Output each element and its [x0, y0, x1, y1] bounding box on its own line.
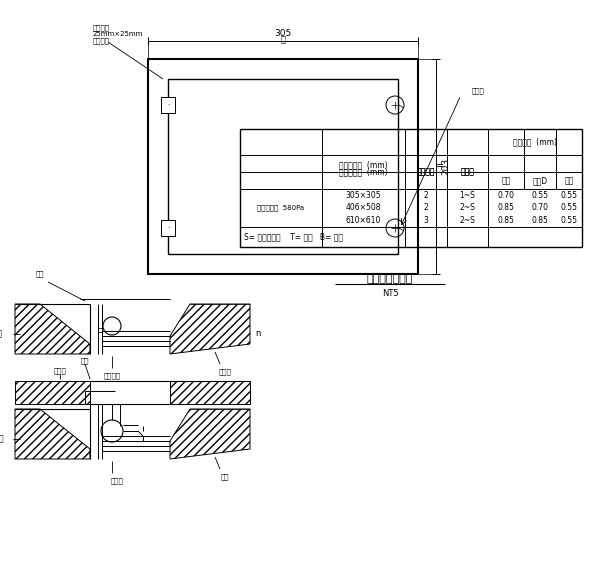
Text: 406×508: 406×508 [346, 203, 381, 213]
Text: 刚性软管: 刚性软管 [104, 373, 121, 379]
Text: 铆钉数量: 铆钉数量 [416, 168, 436, 176]
Text: 0.55: 0.55 [560, 191, 578, 200]
Text: ·: · [167, 102, 169, 108]
Text: 门: 门 [280, 36, 286, 44]
Text: NT5: NT5 [381, 288, 398, 297]
Text: 305: 305 [274, 29, 292, 37]
Text: 断热层: 断热层 [54, 368, 67, 374]
Text: 成茅软管: 成茅软管 [93, 38, 110, 44]
Bar [240, 129, 582, 247]
Text: 锁钩量: 锁钩量 [461, 168, 474, 176]
Text: 紧固件: 紧固件 [111, 478, 123, 484]
Text: 风管: 风管 [221, 474, 229, 480]
Text: 0.55: 0.55 [560, 216, 578, 225]
Text: 锁钩量: 锁钩量 [461, 168, 474, 176]
Text: 检修口尺寸  (mm): 检修口尺寸 (mm) [339, 168, 388, 176]
Text: 垫层: 垫层 [36, 271, 44, 277]
Text: 风管: 风管 [0, 329, 3, 339]
Bar [161, 97, 175, 113]
Text: 断热层: 断热层 [218, 369, 231, 376]
Text: ·: · [167, 225, 169, 231]
Text: 2~S: 2~S [459, 203, 475, 213]
Text: S= 螺钉及锁链    T= 上锁   B= 下锁: S= 螺钉及锁链 T= 上锁 B= 下锁 [244, 232, 343, 242]
Text: 0.70: 0.70 [497, 191, 515, 200]
Text: 垫层: 垫层 [81, 357, 89, 364]
Text: 风管检修门详图: 风管检修门详图 [367, 274, 413, 284]
Text: 检修口尺寸  (mm): 检修口尺寸 (mm) [339, 161, 388, 169]
Bar [161, 220, 175, 236]
Text: 龙胆: 龙胆 [502, 176, 511, 185]
Text: 2: 2 [424, 203, 428, 213]
Text: 紧固铆: 紧固铆 [472, 88, 485, 94]
Text: 0.85: 0.85 [497, 203, 515, 213]
Text: 3: 3 [424, 216, 428, 225]
Text: 203: 203 [441, 158, 450, 175]
Bar [148, 59, 418, 274]
Text: 305×305: 305×305 [346, 191, 381, 200]
Text: 铆钉数量: 铆钉数量 [416, 168, 436, 176]
Text: 25mm×25mm: 25mm×25mm [93, 31, 143, 37]
Text: 0.55: 0.55 [560, 203, 578, 213]
Text: 2~S: 2~S [459, 216, 475, 225]
Text: 0.85: 0.85 [531, 216, 549, 225]
Text: n: n [255, 329, 261, 339]
Text: 出栅D: 出栅D [533, 176, 547, 185]
Text: 1~S: 1~S [459, 191, 475, 200]
Text: 2: 2 [424, 191, 428, 200]
Text: 0.85: 0.85 [497, 216, 515, 225]
Text: 0.55: 0.55 [531, 191, 549, 200]
Text: 刚性软管: 刚性软管 [93, 25, 110, 32]
Text: =: = [436, 162, 444, 172]
Text: 门: 门 [0, 434, 3, 443]
Text: 箱框: 箱框 [565, 176, 574, 185]
Text: 610×610: 610×610 [346, 216, 381, 225]
Text: 0.70: 0.70 [531, 203, 549, 213]
Text: 额定不大于  580Pa: 额定不大于 580Pa [258, 205, 305, 211]
Text: 金属厚度  (mm): 金属厚度 (mm) [513, 137, 557, 147]
Bar [168, 79, 398, 254]
